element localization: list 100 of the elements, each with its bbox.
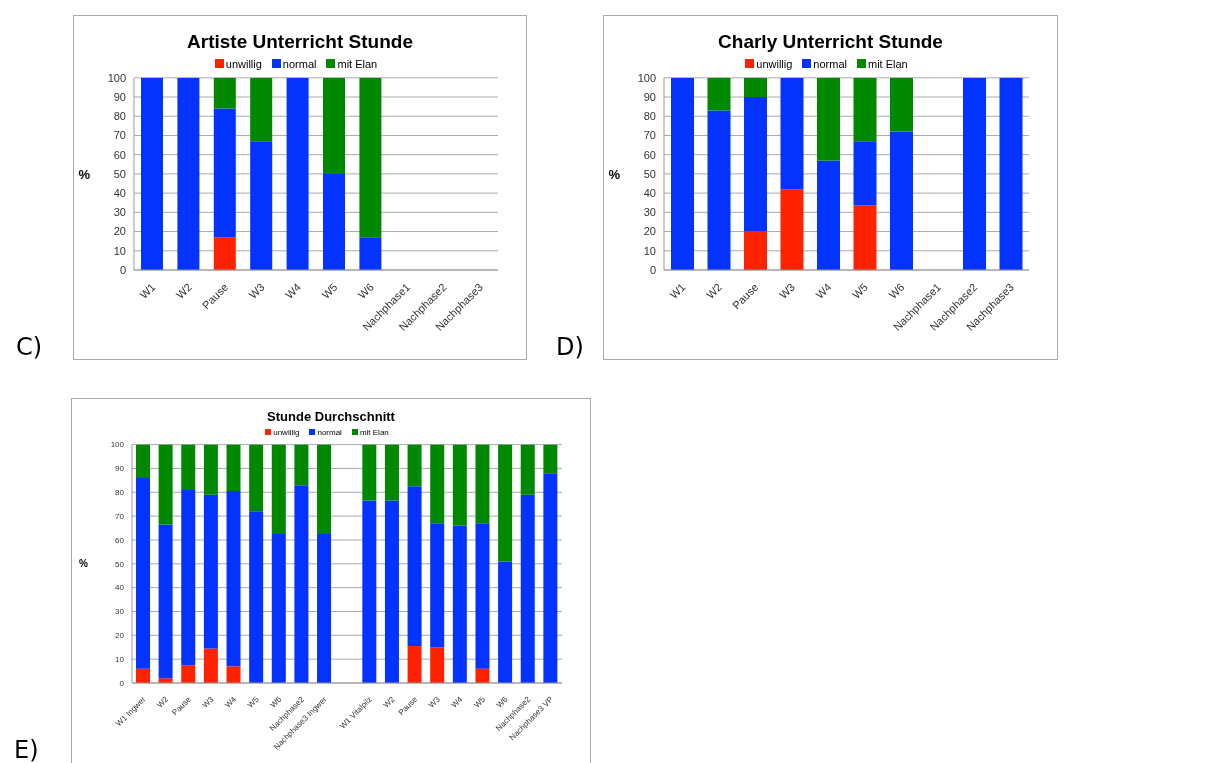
- y-tick-label: 70: [113, 129, 126, 142]
- text: E): [14, 736, 39, 763]
- x-tick-label: W2: [173, 280, 194, 301]
- y-tick-label: 80: [115, 488, 125, 498]
- bar: [136, 477, 150, 669]
- bar: [999, 77, 1023, 270]
- y-tick-label: 40: [113, 187, 126, 200]
- y-tick-label: 40: [643, 187, 656, 200]
- y-tick-label: 0: [649, 263, 656, 276]
- bar: [498, 444, 513, 562]
- legend-label: normal: [812, 57, 847, 70]
- legend-label: unwillig: [272, 427, 300, 437]
- y-tick-label: 60: [643, 148, 656, 161]
- bar: [430, 523, 445, 648]
- y-tick-label: 60: [113, 148, 126, 161]
- bar: [226, 444, 241, 492]
- text: C): [16, 333, 43, 361]
- y-tick-label: 10: [643, 244, 656, 257]
- x-tick-label: W1: [667, 280, 688, 301]
- y-tick-label: 60: [115, 535, 125, 545]
- y-tick-label: 100: [107, 71, 126, 84]
- bar: [407, 486, 422, 647]
- bar: [853, 141, 877, 206]
- bar: [323, 77, 345, 174]
- y-axis-title: %: [78, 166, 91, 182]
- y-tick-label: 10: [113, 244, 126, 257]
- bar: [963, 77, 986, 270]
- bar: [158, 444, 173, 525]
- bar: [890, 131, 913, 270]
- y-tick-label: 20: [643, 225, 656, 238]
- bar: [671, 77, 694, 270]
- bar: [177, 77, 200, 270]
- y-tick-label: 100: [110, 440, 125, 450]
- y-tick-label: 70: [115, 511, 125, 521]
- y-tick-label: 80: [643, 110, 656, 123]
- bar: [271, 444, 286, 534]
- bar: [707, 77, 731, 111]
- bar: [430, 444, 445, 524]
- bar: [890, 77, 913, 132]
- y-tick-label: 100: [637, 71, 656, 84]
- bar: [213, 77, 236, 109]
- bar: [452, 444, 467, 526]
- bar: [158, 524, 173, 679]
- x-tick-label: W3: [426, 694, 443, 710]
- bar: [271, 534, 286, 683]
- bar: [362, 500, 377, 683]
- y-axis-title: %: [79, 558, 89, 570]
- y-tick-label: 50: [115, 559, 125, 569]
- bar: [543, 473, 558, 683]
- bar: [430, 647, 445, 683]
- y-tick-label: 90: [115, 464, 125, 474]
- x-tick-label: W2: [703, 280, 725, 301]
- x-tick-label: W2: [155, 694, 171, 710]
- bar: [249, 444, 264, 512]
- legend-label: normal: [316, 427, 342, 437]
- bar: [323, 173, 345, 270]
- bar: [317, 444, 332, 534]
- y-tick-label: 40: [115, 583, 125, 593]
- legend-label: unwillig: [755, 57, 793, 70]
- bar: [520, 444, 535, 495]
- legend-label: mit Elan: [336, 57, 378, 70]
- bar: [853, 205, 877, 270]
- bar: [744, 77, 767, 98]
- y-tick-label: 90: [643, 90, 656, 103]
- bar: [475, 444, 490, 524]
- chart-title: Artiste Unterricht Stunde: [186, 31, 414, 54]
- y-tick-label: 90: [113, 90, 126, 103]
- y-tick-label: 30: [113, 206, 126, 219]
- bar: [203, 648, 218, 683]
- x-tick-label: W5: [472, 694, 488, 710]
- y-tick-label: 30: [643, 206, 656, 219]
- bar: [203, 444, 218, 495]
- bar: [452, 525, 467, 683]
- y-tick-label: 70: [643, 129, 656, 142]
- bar: [294, 444, 309, 486]
- bar: [817, 160, 840, 270]
- bar: [475, 523, 490, 669]
- bar: [475, 668, 490, 683]
- bar: [136, 444, 150, 478]
- bar: [780, 189, 804, 270]
- y-tick-label: 0: [119, 263, 126, 276]
- bar: [213, 108, 236, 238]
- bar: [317, 534, 332, 683]
- x-tick-label: W1: [137, 280, 158, 301]
- bar: [249, 511, 264, 683]
- bar: [203, 494, 218, 649]
- legend-label: mit Elan: [358, 427, 389, 437]
- bar: [250, 141, 273, 270]
- bar: [520, 494, 535, 683]
- bar: [226, 491, 241, 667]
- bar: [853, 77, 877, 142]
- x-tick-label: W5: [319, 280, 340, 301]
- bar: [744, 231, 767, 270]
- bar: [407, 646, 422, 683]
- legend-label: mit Elan: [866, 57, 908, 70]
- chart-title: Charly Unterricht Stunde: [717, 31, 944, 54]
- x-tick-label: W3: [200, 694, 216, 710]
- y-tick-label: 10: [115, 655, 125, 664]
- y-tick-label: 0: [119, 678, 125, 688]
- y-tick-label: 50: [643, 167, 656, 180]
